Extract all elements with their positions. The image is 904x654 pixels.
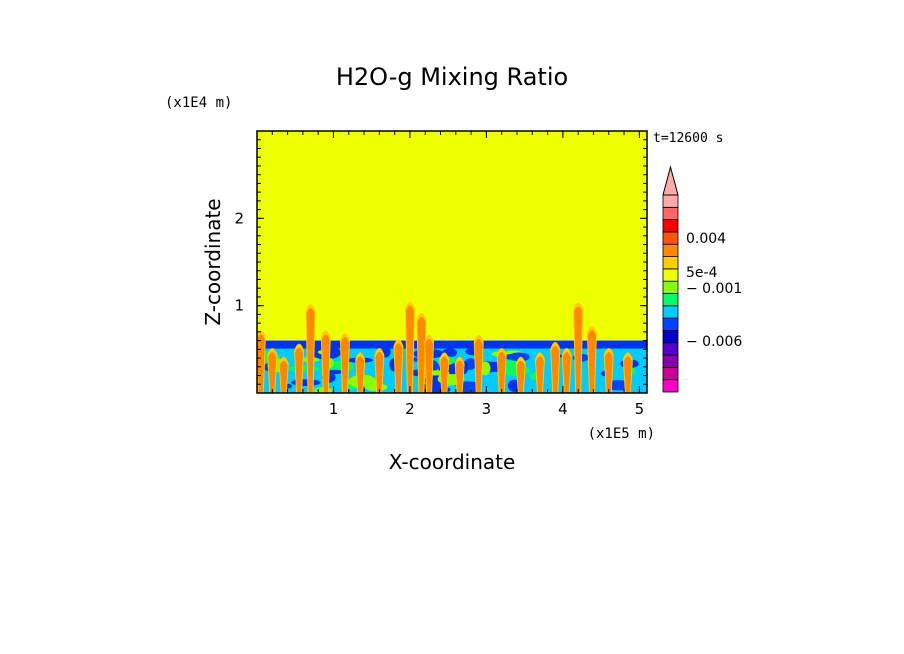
plume-core-2 [279, 360, 288, 393]
colorbar-swatch-14 [662, 206, 679, 221]
plume-core-20 [562, 351, 571, 393]
y-tick-label-0: 1 [234, 297, 244, 315]
colorbar-swatch-8 [662, 280, 679, 294]
x-unit-label: (x1E5 m) [588, 426, 655, 442]
field-patch [480, 361, 491, 376]
plume-core-24 [623, 356, 632, 393]
plume-core-12 [425, 338, 434, 393]
colorbar-labels: 0.004 5e-4 − 0.001 − 0.006 [686, 231, 742, 350]
x-tick-label-1: 2 [405, 400, 415, 418]
plume-core-10 [405, 305, 414, 393]
colorbar [662, 165, 679, 393]
time-label: t=12600 s [653, 131, 723, 146]
colorbar-swatch-1 [662, 366, 679, 381]
colorbar-swatch-6 [662, 305, 679, 319]
field-patch [288, 365, 320, 372]
plume-core-7 [356, 356, 365, 393]
colorbar-label-3: − 0.006 [686, 334, 742, 350]
colorbar-extend-arrow [662, 165, 679, 196]
colorbar-swatch-10 [662, 256, 679, 270]
plume-core-15 [474, 338, 483, 393]
colorbar-label-1: 5e-4 [686, 265, 718, 281]
y-axis: 12 [234, 139, 647, 385]
colorbar-swatch-0 [662, 379, 679, 393]
y-axis-label: Z-coordinate [201, 198, 225, 325]
plume-core-8 [375, 351, 384, 393]
x-axis-label: X-coordinate [389, 450, 516, 474]
x-axis: 1 2 3 4 5 [271, 131, 645, 418]
plume-core-6 [340, 337, 349, 393]
colorbar-swatch-5 [662, 317, 679, 331]
colorbar-swatch-9 [662, 268, 679, 282]
x-tick-label-0: 1 [329, 400, 339, 418]
plume-core-16 [497, 351, 506, 393]
colorbar-swatch-11 [662, 243, 679, 257]
colorbar-swatch-3 [662, 342, 679, 356]
colorbar-swatch-2 [662, 354, 679, 368]
plume-core-3 [295, 347, 304, 393]
colorbar-swatch-15 [662, 194, 679, 208]
plume-core-22 [587, 330, 596, 393]
plot-area [257, 131, 647, 393]
plume-core-18 [535, 356, 544, 393]
colorbar-swatch-13 [662, 219, 679, 233]
field-patch [457, 384, 482, 393]
y-unit-label: (x1E4 m) [165, 95, 232, 111]
x-tick-label-2: 3 [482, 400, 492, 418]
chart-title: H2O-g Mixing Ratio [336, 63, 568, 91]
colorbar-swatch-7 [662, 293, 679, 307]
plume-core-21 [574, 306, 583, 393]
plume-core-23 [604, 351, 613, 393]
plume-core-19 [551, 345, 560, 393]
x-tick-label-4: 5 [635, 400, 645, 418]
plume-core-17 [516, 360, 525, 393]
plume-core-14 [455, 360, 464, 393]
colorbar-swatch-4 [662, 330, 679, 344]
plume-core-13 [440, 356, 449, 393]
field-layers [257, 301, 647, 393]
x-tick-label-3: 4 [558, 400, 568, 418]
colorbar-label-0: 0.004 [686, 231, 726, 247]
plume-core-1 [268, 351, 277, 393]
y-tick-label-1: 2 [234, 209, 244, 227]
plume-core-11 [417, 317, 426, 393]
plume-core-9 [394, 343, 403, 393]
colorbar-swatch-12 [662, 231, 679, 245]
colorbar-label-2: − 0.001 [686, 281, 742, 297]
plume-core-4 [306, 308, 315, 393]
plume-core-5 [321, 334, 330, 393]
